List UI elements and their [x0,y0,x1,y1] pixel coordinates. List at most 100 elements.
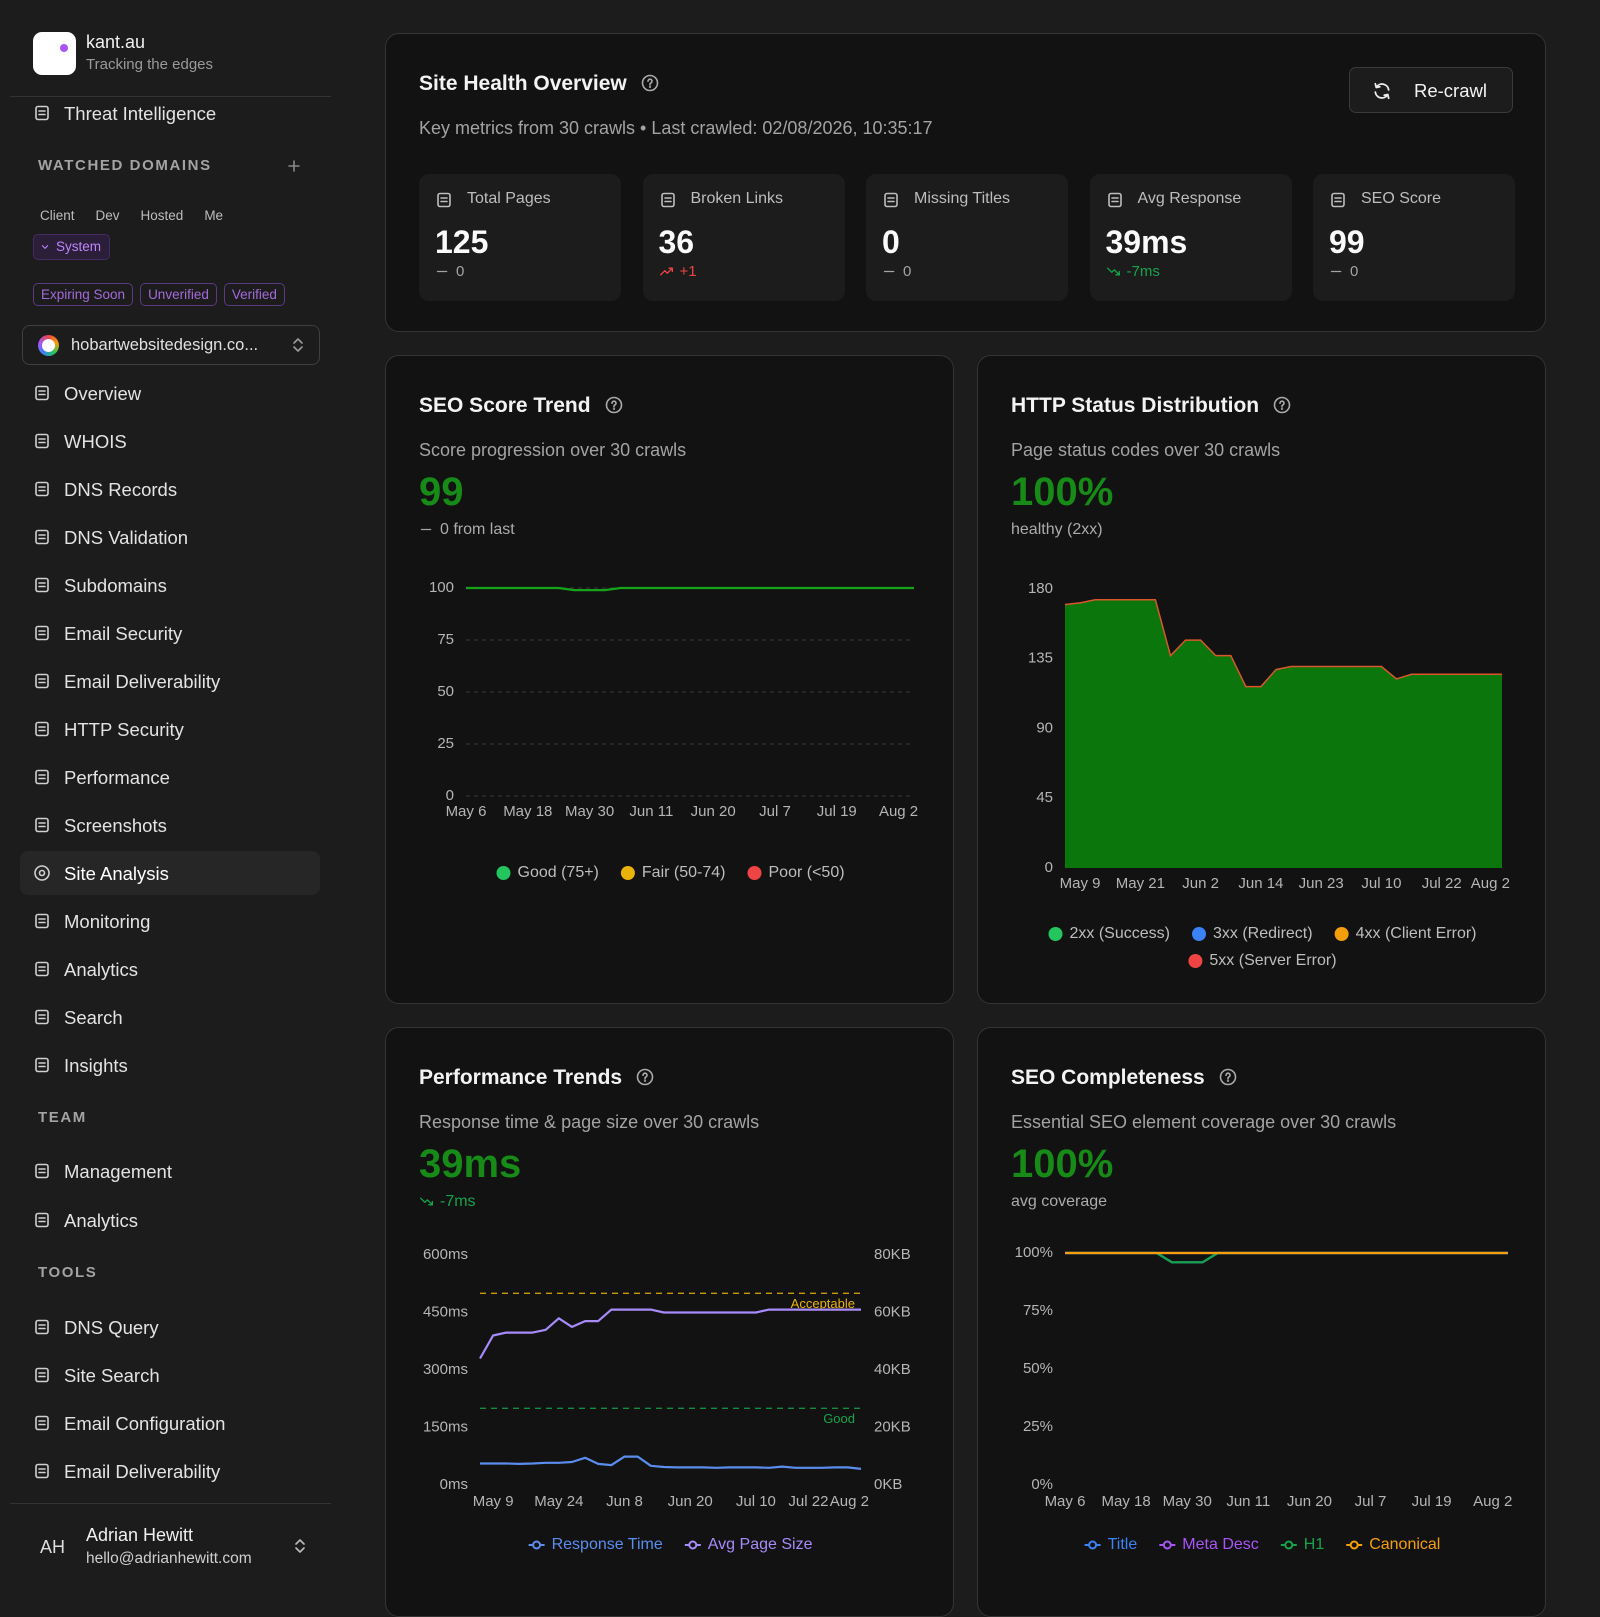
legend-swatch [1284,1540,1294,1550]
nav-label: WHOIS [64,431,127,452]
panel-subtitle: Key metrics from 30 crawls • Last crawle… [419,118,933,138]
tag[interactable]: Dev [95,208,120,223]
nav-item[interactable]: Management [20,1149,320,1193]
legend-item: 3xx (Redirect) [1192,925,1313,942]
icon-shape [437,192,451,208]
icon-shape [35,1057,49,1073]
metric-delta: 0 [456,263,465,280]
icon-shape [1273,396,1291,414]
nav-item[interactable]: Email Deliverability [20,659,320,703]
y-tick-label: 75 [437,631,454,648]
x-tick-label: Aug 2 [830,1493,869,1510]
legend-label: Meta Desc [1182,1536,1258,1553]
nav-item[interactable]: HTTP Security [20,707,320,751]
tag[interactable]: Hosted [140,208,184,223]
nav-item[interactable]: WHOIS [20,419,320,463]
panel-subtitle: Response time & page size over 30 crawls [419,1112,760,1132]
nav-item[interactable]: Insights [20,1043,320,1087]
chart: 0% 25% 50% 75% 100% May 6 May 18 May 30 Jun 11 Ju… [1015,1244,1513,1553]
nav-item[interactable]: Email Configuration [20,1401,320,1445]
nav-label: Email Deliverability [64,1461,221,1482]
nav-item[interactable]: Overview [20,371,320,415]
tag[interactable]: Client [40,208,75,223]
nav-item[interactable]: Analytics [20,947,320,991]
nav-item[interactable]: DNS Validation [20,515,320,559]
metric-card: Missing Titles 0 0 [866,174,1068,301]
icon [41,245,49,249]
nav-item[interactable]: Search [20,995,320,1039]
nav-item[interactable]: Analytics [20,1198,320,1242]
nav-item[interactable]: Performance [20,755,320,799]
icon [35,817,49,833]
favicon [38,335,59,356]
metric-label: Avg Response [1137,190,1242,207]
nav-item[interactable]: Monitoring [20,899,320,943]
legend-label: 2xx (Success) [1070,925,1170,942]
nav-item[interactable]: Subdomains [20,563,320,607]
metric-value: 125 [435,224,489,260]
favicon-inner [42,339,55,352]
x-tick-label: Jun 20 [1287,1493,1332,1510]
icon-shape [1331,192,1345,208]
legend-label: H1 [1304,1536,1325,1553]
legend-item: 2xx (Success) [1048,925,1170,942]
legend-label: Fair (50-74) [642,864,726,881]
filter-chip[interactable]: Expiring Soon [33,283,134,306]
nav-label: Threat Intelligence [64,103,217,124]
icon [437,192,451,208]
nav-label: Subdomains [64,575,167,596]
legend-item: 4xx (Client Error) [1334,925,1477,942]
chart-panel: SEO Completeness Essential SEO element co… [977,1027,1546,1617]
filter-chip[interactable]: Verified [223,283,285,306]
icon-shape [1374,82,1381,89]
x-tick-label: May 18 [1102,1493,1151,1510]
metric-value: 99 [1329,224,1365,260]
user-menu[interactable]: AH Adrian Hewitt hello@adrianhewitt.com [20,1515,320,1581]
nav-item[interactable]: Site Search [20,1353,320,1397]
domain-select[interactable]: hobartwebsitedesign.co... [22,325,320,365]
sidebar: kant.au Tracking the edges Threat Intellig… [0,0,337,1600]
filter-chip[interactable]: Unverified [140,283,217,306]
icon-shape [35,913,49,929]
metric-label: SEO Score [1361,190,1442,207]
x-tick-label: Jun 2 [1182,875,1219,892]
nav-item[interactable]: Site Analysis [20,851,320,895]
panel-title: Site Health Overview [419,72,627,95]
active-tag[interactable]: System [33,234,111,260]
headline-note: 0 from last [440,521,515,538]
icon [35,577,49,593]
x-tick-label: Jul 7 [1355,1493,1387,1510]
legend-label: Canonical [1369,1536,1440,1553]
button-label[interactable]: Re-crawl [1414,80,1487,101]
y-tick-label: 300ms [423,1361,468,1378]
nav-item[interactable]: Email Deliverability [20,1449,320,1493]
metric-delta: 0 [903,263,912,280]
x-tick-label: Jun 23 [1299,875,1344,892]
icon [35,913,49,929]
recrawl-button[interactable]: Re-crawl [1349,67,1513,113]
icon-shape [611,400,617,408]
series-line [466,586,914,592]
legend-swatch [1088,1540,1098,1550]
brand-logo [33,32,76,75]
nav-item[interactable]: Screenshots [20,803,320,847]
icon-shape [35,769,49,785]
legend-item: Response Time [528,1536,663,1553]
metric-value: 39ms [1105,224,1188,260]
nav-item[interactable]: Threat Intelligence [20,91,320,135]
y-tick-label: 40KB [874,1361,911,1378]
nav-item[interactable]: Email Security [20,611,320,655]
nav-item[interactable]: DNS Records [20,467,320,511]
legend-label: Poor (<50) [769,864,845,881]
tag[interactable]: Me [204,208,224,223]
icon [35,625,49,641]
icon-shape [35,1212,49,1228]
x-tick-label: May 6 [446,803,487,820]
icon [35,961,49,977]
x-tick-label: Jul 22 [788,1493,828,1510]
legend-swatch [496,866,511,880]
icon-shape [648,85,652,89]
nav-item[interactable]: DNS Query [20,1305,320,1349]
nav-label: DNS Query [64,1317,159,1338]
